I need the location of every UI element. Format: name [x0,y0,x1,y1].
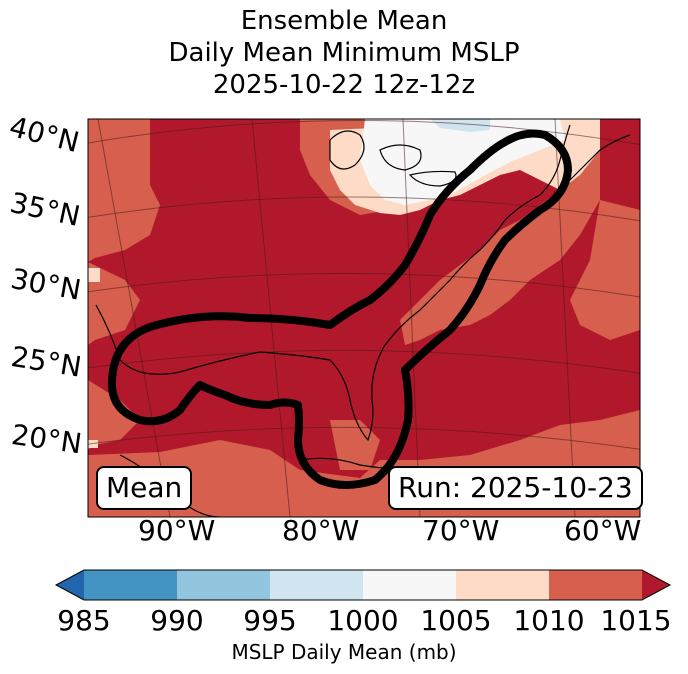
colorbar-tick-1005: 1005 [420,604,492,637]
lon-label-90w: 90°W [138,514,216,547]
title-line-3: 2025-10-22 12z-12z [212,70,476,100]
colorbar-outline [54,569,672,601]
colorbar-over-arrow [642,570,670,600]
pressure-field-mid [88,119,640,517]
colorbar-under-arrow [56,570,84,600]
map-border [87,118,641,518]
lon-label-80w: 80°W [282,514,360,547]
colorbar-bin-3 [363,570,456,600]
title-line-2: Daily Mean Minimum MSLP [168,38,520,68]
lon-label-60w: 60°W [564,514,642,547]
colorbar [54,569,672,601]
colorbar-bin-4 [456,570,549,600]
colorbar-tick-1015: 1015 [600,604,672,637]
colorbar-tick-990: 990 [150,604,204,637]
colorbar-label: MSLP Daily Mean (mb) [231,640,457,664]
colorbar-bin-1 [177,570,270,600]
run-date-badge: Run: 2025-10-23 [388,466,643,510]
lon-label-70w: 70°W [422,514,500,547]
colorbar-bin-2 [270,570,363,600]
colorbar-bin-5 [549,570,642,600]
colorbar-tick-1000: 1000 [327,604,399,637]
mean-badge: Mean [96,466,193,510]
colorbar-tick-1010: 1010 [513,604,585,637]
pressure-field-light-blue [430,119,490,132]
colorbar-bin-0 [84,570,177,600]
colorbar-tick-985: 985 [57,604,111,637]
graticule [88,119,640,517]
title-line-1: Ensemble Mean [240,6,448,36]
mslp-contour [107,129,572,489]
colorbar-tick-995: 995 [243,604,297,637]
